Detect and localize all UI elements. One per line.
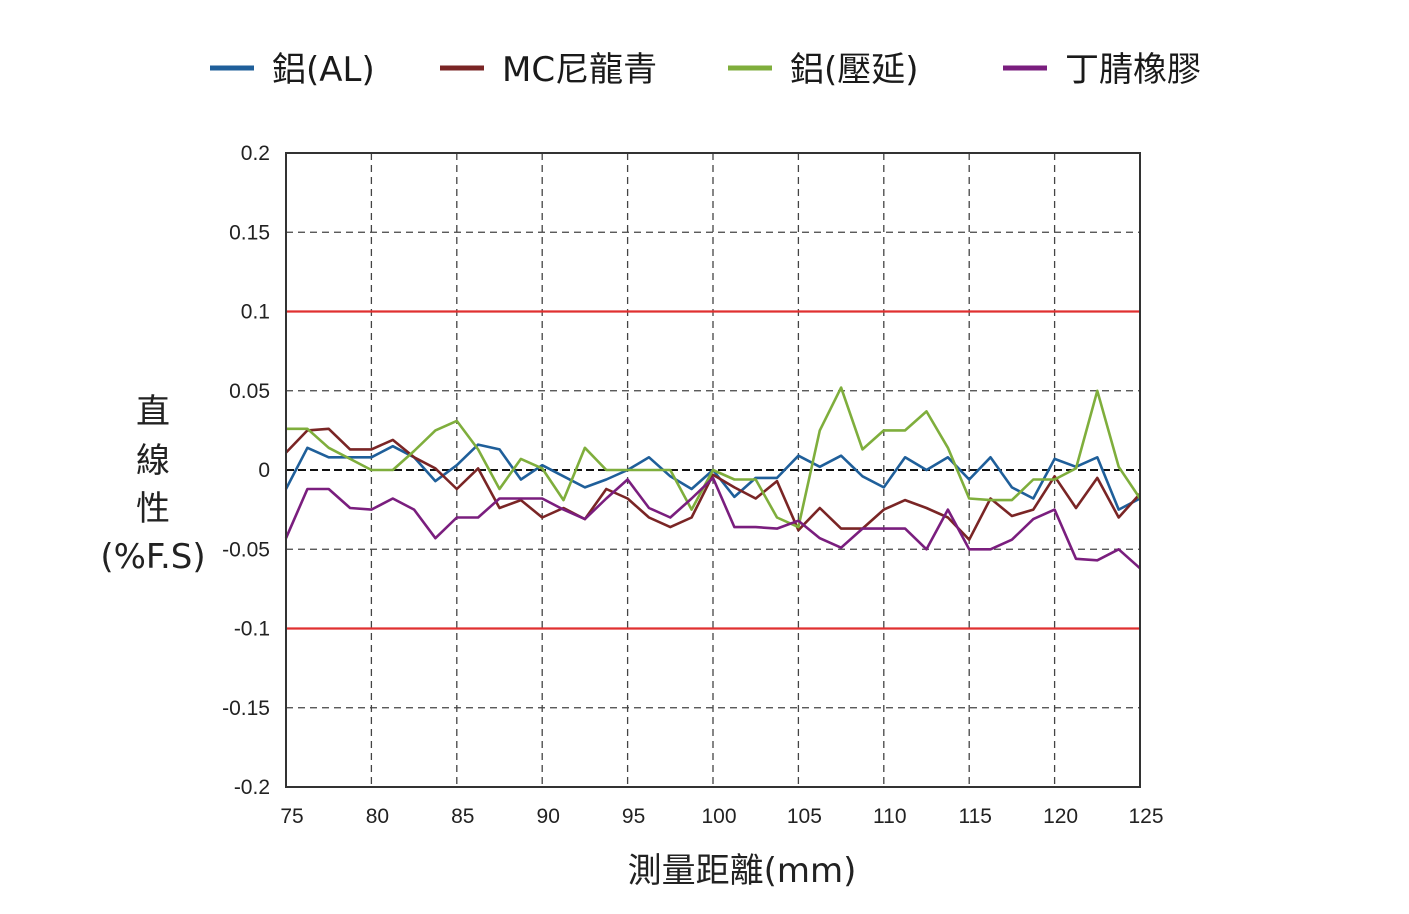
y-tick-label: -0.2 xyxy=(234,776,270,799)
y-tick-label: -0.05 xyxy=(222,538,270,561)
legend-label: 鋁(壓延) xyxy=(790,50,919,90)
x-axis-title: 測量距離(mm) xyxy=(628,851,857,891)
y-tick-label: 0.15 xyxy=(229,221,270,244)
series-line-1 xyxy=(285,427,1141,542)
x-tick-labels: 75 80 85 90 95 100 105 110 115 120 125 xyxy=(280,805,1163,828)
y-axis-title-part: (%F.S) xyxy=(100,537,205,577)
x-tick-label: 85 xyxy=(451,805,474,828)
y-axis-title: 直線性 (%F.S) xyxy=(100,392,205,577)
x-tick-label: 95 xyxy=(622,805,645,828)
legend-label: 鋁(AL) xyxy=(272,50,375,90)
x-tick-label: 105 xyxy=(787,805,822,828)
x-tick-label: 115 xyxy=(958,805,991,828)
y-tick-label: -0.15 xyxy=(222,697,270,720)
x-tick-label: 90 xyxy=(537,805,560,828)
plot-frame xyxy=(285,152,1141,788)
x-tick-label: 125 xyxy=(1128,805,1163,828)
y-axis-title-part: 線 xyxy=(136,441,170,481)
y-tick-labels: 0.2 0.15 0.1 0.05 0 -0.05 -0.1 -0.15 -0.2 xyxy=(222,142,270,799)
x-tick-label: 75 xyxy=(280,805,303,828)
x-tick-label: 120 xyxy=(1043,805,1078,828)
legend: 鋁(AL) MC尼龍青 鋁(壓延) 丁腈橡膠 xyxy=(210,50,1201,90)
x-tick-label: 80 xyxy=(366,805,389,828)
x-tick-label: 100 xyxy=(701,805,736,828)
y-tick-label: 0.05 xyxy=(229,380,270,403)
series-lines xyxy=(284,386,1142,570)
limit-lines xyxy=(286,310,1140,630)
series-line-3 xyxy=(284,476,1141,570)
y-tick-label: -0.1 xyxy=(234,618,270,641)
series-line-2 xyxy=(286,386,1142,529)
y-tick-label: 0 xyxy=(258,459,270,482)
x-tick-label: 110 xyxy=(873,805,906,828)
y-axis-title-part: 性 xyxy=(136,489,170,529)
y-tick-label: 0.1 xyxy=(241,301,270,324)
legend-label: 丁腈橡膠 xyxy=(1065,50,1201,90)
y-axis-title-part: 直 xyxy=(136,392,170,432)
y-tick-label: 0.2 xyxy=(241,142,270,165)
legend-label: MC尼龍青 xyxy=(502,50,657,90)
